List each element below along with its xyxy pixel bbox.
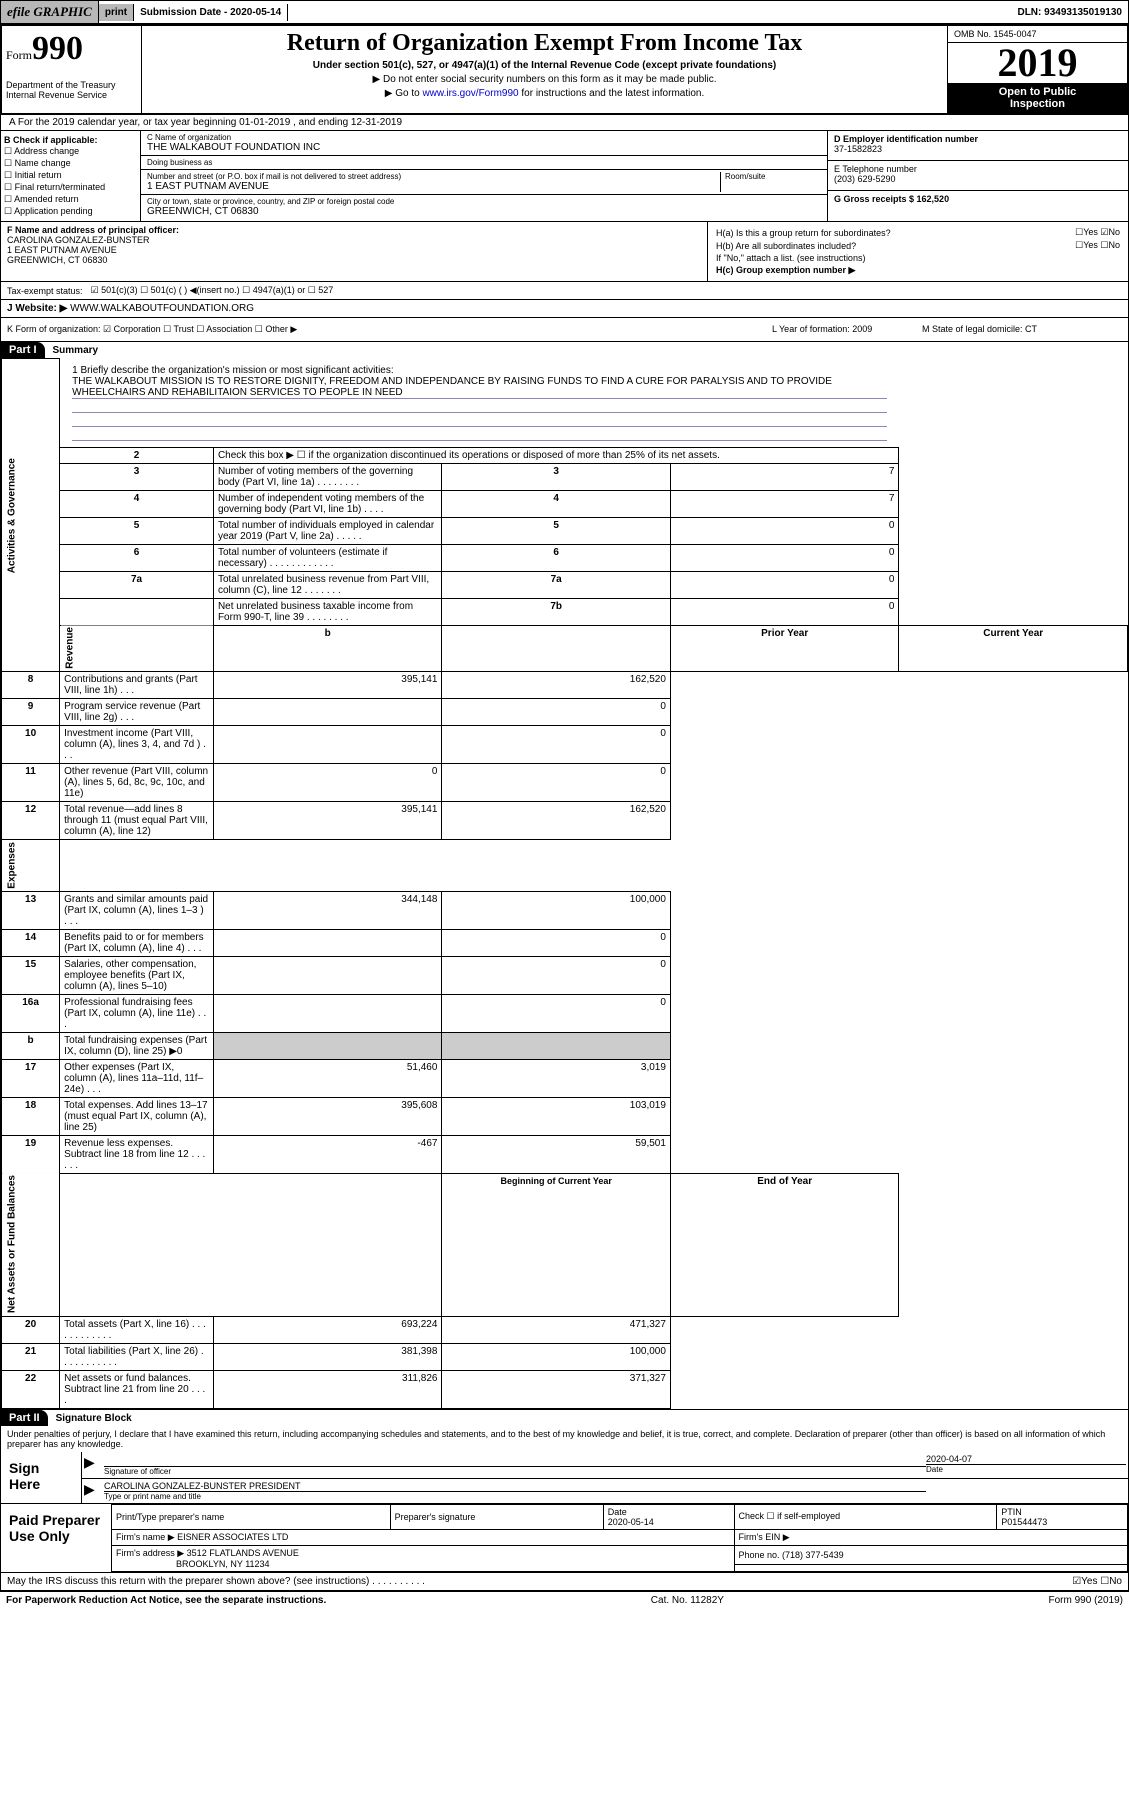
officer-printed: CAROLINA GONZALEZ-BUNSTER PRESIDENT [104,1481,926,1491]
paid-preparer-label: Paid Preparer Use Only [1,1504,111,1572]
chk-name-change[interactable]: ☐ Name change [4,158,137,169]
print-button[interactable]: print [99,4,134,21]
discuss-question: May the IRS discuss this return with the… [7,1576,425,1587]
row-a-period: A For the 2019 calendar year, or tax yea… [0,115,1129,131]
form-org-type[interactable]: K Form of organization: ☑ Corporation ☐ … [7,324,772,335]
sig-disclaimer: Under penalties of perjury, I declare th… [1,1426,1128,1452]
officer-name: CAROLINA GONZALEZ-BUNSTER [7,235,701,245]
side-label-expenses: Expenses [2,840,60,892]
org-name: THE WALKABOUT FOUNDATION INC [147,142,821,153]
hb-yesno[interactable]: ☐Yes ☐No [1038,240,1120,251]
chk-address-change[interactable]: ☐ Address change [4,146,137,157]
year-formation: L Year of formation: 2009 [772,324,922,335]
preparer-table: Print/Type preparer's name Preparer's si… [111,1504,1128,1572]
part1-header: Part I [1,342,45,358]
tax-status-row: Tax-exempt status: ☑ 501(c)(3) ☐ 501(c) … [0,282,1129,300]
side-label-netassets: Net Assets or Fund Balances [2,1173,60,1316]
side-label-revenue: Revenue [60,625,214,672]
row-k: K Form of organization: ☑ Corporation ☐ … [0,318,1129,342]
dept-label: Department of the Treasury Internal Reve… [6,80,137,100]
ptin: P01544473 [1001,1517,1047,1527]
chk-final-return[interactable]: ☐ Final return/terminated [4,182,137,193]
website-row: J Website: ▶ WWW.WALKABOUTFOUNDATION.ORG [0,300,1129,318]
open-inspection: Open to PublicInspection [948,83,1127,113]
col-h-group: H(a) Is this a group return for subordin… [708,222,1128,281]
sign-here-label: Sign Here [1,1452,81,1503]
firm-address: 3512 FLATLANDS AVENUE [187,1548,299,1558]
form-title: Return of Organization Exempt From Incom… [150,30,939,57]
chk-initial-return[interactable]: ☐ Initial return [4,170,137,181]
footer: For Paperwork Reduction Act Notice, see … [0,1591,1129,1609]
phone: (203) 629-5290 [834,174,1122,184]
note-ssn: ▶ Do not enter social security numbers o… [150,74,939,85]
efile-button[interactable]: efile GRAPHIC [1,1,99,23]
form-header: Form990 Department of the Treasury Inter… [0,24,1129,115]
city-state-zip: GREENWICH, CT 06830 [147,206,821,217]
irs-link[interactable]: www.irs.gov/Form990 [422,88,518,99]
part2-header: Part II [1,1410,48,1426]
firm-name: EISNER ASSOCIATES LTD [177,1532,288,1542]
self-employed-check[interactable]: Check ☐ if self-employed [734,1504,997,1529]
q2-discontinued[interactable]: Check this box ▶ ☐ if the organization d… [213,447,899,463]
website-url: WWW.WALKABOUTFOUNDATION.ORG [70,303,254,314]
section-bcd: B Check if applicable: ☐ Address change … [0,131,1129,222]
note-link: ▶ Go to www.irs.gov/Form990 for instruct… [150,88,939,99]
col-b-checkboxes: B Check if applicable: ☐ Address change … [1,131,141,221]
col-c-org: C Name of organization THE WALKABOUT FOU… [141,131,828,221]
ein: 37-1582823 [834,144,1122,154]
col-f-officer: F Name and address of principal officer:… [1,222,708,281]
submission-date: Submission Date - 2020-05-14 [134,4,288,21]
tax-year: 2019 [948,43,1127,83]
discuss-yesno[interactable]: ☑Yes ☐No [1072,1576,1122,1587]
col-d: D Employer identification number 37-1582… [828,131,1128,221]
street-address: 1 EAST PUTNAM AVENUE [147,181,720,192]
gross-receipts: G Gross receipts $ 162,520 [834,194,1122,204]
mission-text: THE WALKABOUT MISSION IS TO RESTORE DIGN… [72,376,887,399]
sig-date: 2020-04-07 [926,1454,1126,1464]
form-number: Form990 [6,30,137,68]
tax-status-opts[interactable]: ☑ 501(c)(3) ☐ 501(c) ( ) ◀(insert no.) ☐… [91,285,334,296]
ha-yesno[interactable]: ☐Yes ☑No [1038,227,1120,238]
chk-amended[interactable]: ☐ Amended return [4,194,137,205]
chk-pending[interactable]: ☐ Application pending [4,206,137,217]
section-fgh: F Name and address of principal officer:… [0,222,1129,282]
part-2: Part IISignature Block Under penalties o… [0,1410,1129,1591]
state-domicile: M State of legal domicile: CT [922,324,1122,335]
part-1: Part ISummary Activities & Governance 1 … [0,342,1129,1410]
dln: DLN: 93493135019130 [1011,4,1128,21]
summary-table: Activities & Governance 1 Briefly descri… [1,358,1128,1409]
prep-date: 2020-05-14 [608,1517,654,1527]
firm-phone: Phone no. (718) 377-5439 [734,1545,1128,1565]
top-bar: efile GRAPHIC print Submission Date - 20… [0,0,1129,24]
sig-arrow-icon: ▶ [84,1481,104,1501]
form-subtitle: Under section 501(c), 527, or 4947(a)(1)… [150,60,939,71]
sig-arrow-icon: ▶ [84,1454,104,1476]
side-label-governance: Activities & Governance [2,359,60,672]
